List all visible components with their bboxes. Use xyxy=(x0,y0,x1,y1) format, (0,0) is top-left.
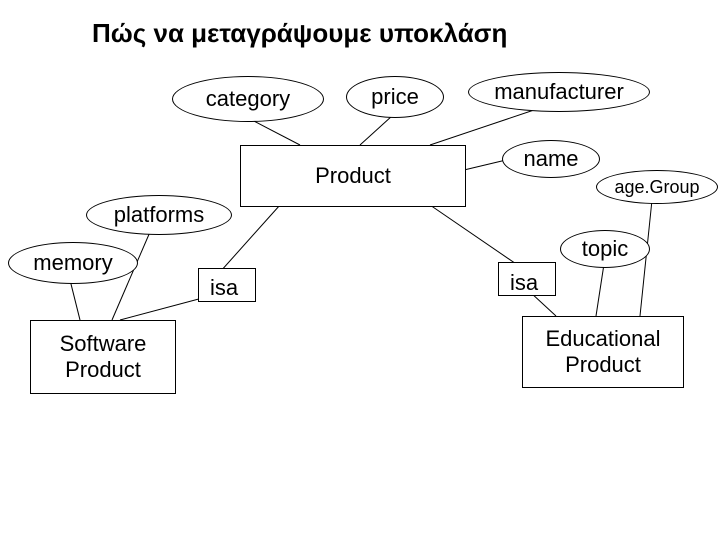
attr-manufacturer: manufacturer xyxy=(468,72,650,112)
diagram-title: Πώς να μεταγράψουμε υποκλάση xyxy=(92,18,507,49)
diagram-canvas: Πώς να μεταγράψουμε υποκλάση category pr… xyxy=(0,0,720,540)
isa-label-right: isa xyxy=(510,270,538,296)
entity-educational-product: Educational Product xyxy=(522,316,684,388)
attr-memory: memory xyxy=(8,242,138,284)
attr-platforms: platforms xyxy=(86,195,232,235)
isa-label-left: isa xyxy=(210,275,238,301)
attr-topic: topic xyxy=(560,230,650,268)
entity-software-product: Software Product xyxy=(30,320,176,394)
attr-price: price xyxy=(346,76,444,118)
attr-category: category xyxy=(172,76,324,122)
attr-agegroup: age.Group xyxy=(596,170,718,204)
entity-product: Product xyxy=(240,145,466,207)
attr-name: name xyxy=(502,140,600,178)
